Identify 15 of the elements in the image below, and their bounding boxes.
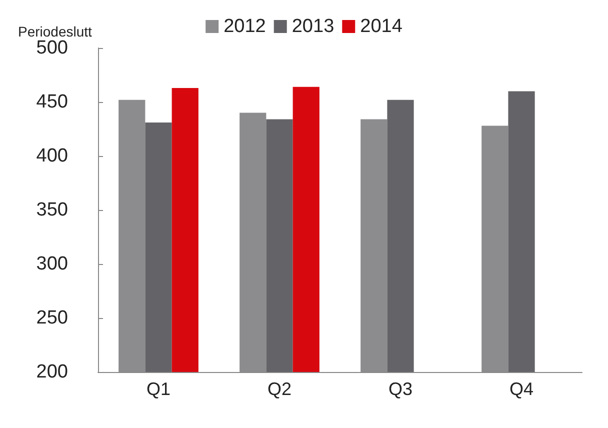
y-tick-label: 400 [36, 146, 68, 166]
x-tick-label: Q2 [267, 379, 292, 399]
legend-label: 2014 [360, 16, 403, 37]
y-tick-label: 250 [36, 308, 68, 328]
y-tick-label: 450 [36, 92, 68, 112]
x-tick-label: Q3 [388, 379, 413, 399]
legend-label: 2013 [292, 16, 334, 37]
y-axis-title: Periodeslutt [18, 24, 92, 40]
y-tick-label: 500 [36, 38, 68, 58]
x-tick-label: Q1 [146, 379, 171, 399]
y-tick-label: 200 [36, 362, 68, 382]
y-tick-label: 350 [36, 200, 68, 220]
x-tick-label: Q4 [509, 379, 534, 399]
y-tick-label: 300 [36, 254, 68, 274]
legend-label: 2012 [224, 16, 266, 37]
